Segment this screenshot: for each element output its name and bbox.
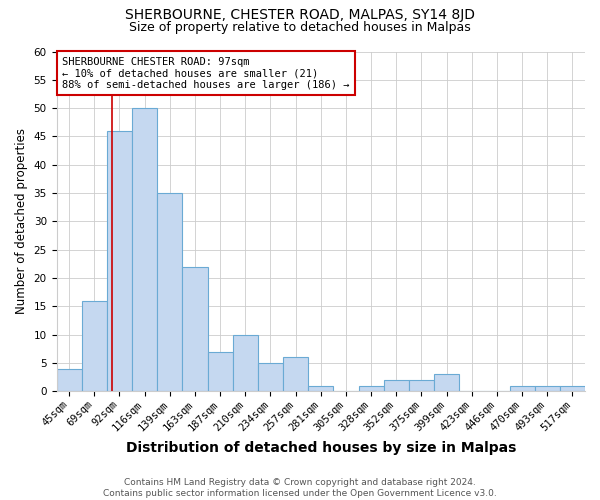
Y-axis label: Number of detached properties: Number of detached properties — [15, 128, 28, 314]
Bar — [308, 386, 334, 392]
Bar — [182, 267, 208, 392]
Bar — [434, 374, 459, 392]
Bar — [509, 386, 535, 392]
Bar — [82, 301, 107, 392]
X-axis label: Distribution of detached houses by size in Malpas: Distribution of detached houses by size … — [125, 441, 516, 455]
Bar — [283, 358, 308, 392]
Bar — [535, 386, 560, 392]
Bar — [157, 193, 182, 392]
Bar — [107, 131, 132, 392]
Bar — [359, 386, 383, 392]
Text: Contains HM Land Registry data © Crown copyright and database right 2024.
Contai: Contains HM Land Registry data © Crown c… — [103, 478, 497, 498]
Bar — [560, 386, 585, 392]
Text: SHERBOURNE, CHESTER ROAD, MALPAS, SY14 8JD: SHERBOURNE, CHESTER ROAD, MALPAS, SY14 8… — [125, 8, 475, 22]
Text: Size of property relative to detached houses in Malpas: Size of property relative to detached ho… — [129, 21, 471, 34]
Bar — [132, 108, 157, 392]
Bar — [208, 352, 233, 392]
Bar — [233, 335, 258, 392]
Bar — [409, 380, 434, 392]
Bar — [56, 369, 82, 392]
Bar — [383, 380, 409, 392]
Bar — [258, 363, 283, 392]
Text: SHERBOURNE CHESTER ROAD: 97sqm
← 10% of detached houses are smaller (21)
88% of : SHERBOURNE CHESTER ROAD: 97sqm ← 10% of … — [62, 56, 349, 90]
